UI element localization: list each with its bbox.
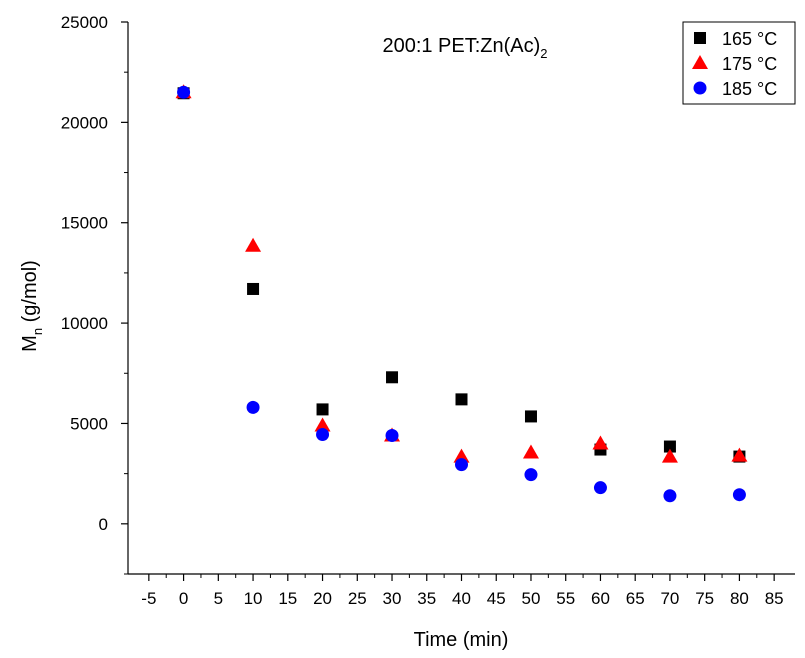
- y-axis-title-rest: (g/mol): [19, 260, 41, 328]
- chart-title-subscript: 2: [540, 46, 547, 61]
- y-tick-label: 25000: [61, 13, 108, 32]
- circle-data-point: [177, 85, 191, 99]
- x-tick-label: 40: [452, 589, 471, 608]
- legend-marker: [692, 55, 708, 69]
- chart-title: 200:1 PET:Zn(Ac)2: [382, 35, 547, 61]
- legend: 165 °C 175 °C 185 °C: [682, 21, 796, 105]
- x-tick-label: -5: [141, 589, 156, 608]
- circle-data-point: [593, 481, 607, 495]
- x-tick-label: 65: [626, 589, 645, 608]
- square-data-point: [247, 282, 260, 295]
- series-circle: [177, 85, 746, 503]
- series-square: [177, 87, 746, 463]
- circle-data-point: [385, 428, 399, 442]
- x-tick-label: 55: [556, 589, 575, 608]
- legend-label: 175 °C: [722, 54, 777, 74]
- y-tick-label: 10000: [61, 314, 108, 333]
- y-tick-label: 5000: [70, 414, 108, 433]
- x-tick-label: 15: [278, 589, 297, 608]
- plot-frame: [127, 22, 795, 575]
- square-data-point: [663, 440, 676, 453]
- circle-data-point: [732, 488, 746, 502]
- x-tick-label: 20: [313, 589, 332, 608]
- x-tick-label: 75: [695, 589, 714, 608]
- x-tick-label: 10: [244, 589, 263, 608]
- triangle-data-point: [731, 447, 748, 462]
- x-tick-label: 30: [383, 589, 402, 608]
- square-data-point: [455, 393, 468, 406]
- legend-label: 165 °C: [722, 29, 777, 49]
- legend-marker: [693, 81, 707, 95]
- x-tick-label: 5: [214, 589, 223, 608]
- square-data-point: [386, 371, 399, 384]
- y-axis-title-subscript: n: [30, 328, 45, 335]
- triangle-data-point: [245, 237, 262, 252]
- y-tick-label: 0: [99, 515, 108, 534]
- data-points: [175, 84, 748, 503]
- x-tick-label: 85: [765, 589, 784, 608]
- x-tick-label: 25: [348, 589, 367, 608]
- chart-title-main: 200:1 PET:Zn(Ac): [382, 35, 540, 57]
- y-tick-label: 20000: [61, 113, 108, 132]
- series-triangle: [175, 84, 748, 463]
- x-axis-title: Time (min): [414, 629, 509, 651]
- x-axis-ticks: -5 0 5 10 15 20 25 30 35 40 45 50 55 60 65 70 75 80 85: [141, 574, 784, 608]
- x-tick-label: 45: [487, 589, 506, 608]
- y-tick-label: 15000: [61, 214, 108, 233]
- square-data-point: [524, 410, 537, 423]
- triangle-data-point: [522, 444, 539, 459]
- triangle-data-point: [453, 448, 470, 463]
- x-tick-label: 0: [179, 589, 188, 608]
- triangle-data-point: [661, 448, 678, 463]
- circle-data-point: [663, 489, 677, 503]
- x-tick-label: 80: [730, 589, 749, 608]
- square-data-point: [316, 403, 329, 416]
- circle-data-point: [246, 400, 260, 414]
- circle-data-point: [316, 427, 330, 441]
- legend-marker: [694, 32, 706, 44]
- triangle-data-point: [314, 417, 331, 432]
- circle-data-point: [524, 468, 538, 482]
- x-tick-label: 50: [522, 589, 541, 608]
- y-axis-ticks: 0 5000 10000 15000 20000 25000: [61, 13, 128, 575]
- y-axis-title-main: M: [19, 335, 41, 352]
- x-tick-label: 60: [591, 589, 610, 608]
- x-tick-label: 35: [417, 589, 436, 608]
- circle-data-point: [455, 458, 468, 472]
- x-tick-label: 70: [660, 589, 679, 608]
- y-axis-title: Mn (g/mol): [19, 260, 45, 352]
- triangle-data-point: [592, 435, 609, 450]
- legend-label: 185 °C: [722, 79, 777, 99]
